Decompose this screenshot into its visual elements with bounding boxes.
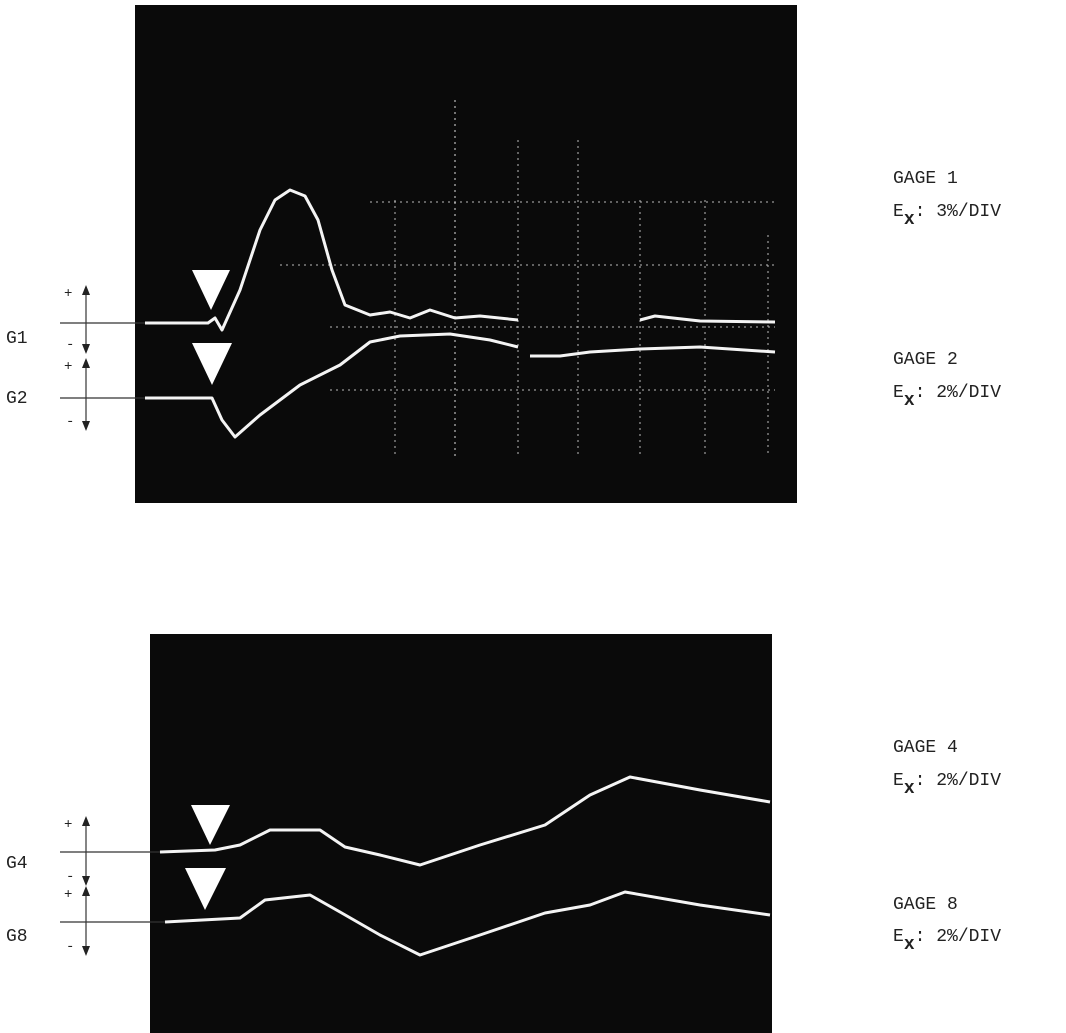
plus-sign: + bbox=[64, 359, 72, 375]
subscript: x bbox=[904, 391, 915, 411]
plus-sign: + bbox=[64, 887, 72, 903]
plus-sign: + bbox=[64, 817, 72, 833]
subscript: x bbox=[904, 935, 915, 955]
marker bbox=[185, 868, 226, 910]
quantity: E bbox=[893, 202, 904, 222]
arrow-head bbox=[82, 816, 90, 826]
gage-scale: Ex: 3%/DIV bbox=[893, 202, 1001, 230]
scale-text: : 3%/DIV bbox=[915, 202, 1002, 222]
arrow-head bbox=[82, 344, 90, 354]
trace bbox=[145, 188, 776, 332]
marker bbox=[192, 270, 230, 310]
gage-title: GAGE 4 bbox=[893, 738, 958, 758]
trace bbox=[145, 332, 776, 439]
minus-sign: - bbox=[66, 414, 74, 430]
gage-tag: G1 bbox=[6, 329, 28, 349]
gage-title: GAGE 8 bbox=[893, 895, 958, 915]
arrow-head bbox=[82, 876, 90, 886]
quantity: E bbox=[893, 771, 904, 791]
marker bbox=[191, 805, 230, 845]
trace bbox=[159, 775, 771, 867]
arrow-head bbox=[82, 421, 90, 431]
scale-text: : 2%/DIV bbox=[915, 771, 1002, 791]
scope-screen bbox=[150, 634, 772, 1033]
quantity: E bbox=[893, 383, 904, 403]
scale-text: : 2%/DIV bbox=[915, 927, 1002, 947]
gage-tag: G8 bbox=[6, 927, 28, 947]
gage-scale: Ex: 2%/DIV bbox=[893, 383, 1001, 411]
arrow-head bbox=[82, 886, 90, 896]
gage-scale: Ex: 2%/DIV bbox=[893, 771, 1001, 799]
subscript: x bbox=[904, 779, 915, 799]
plus-sign: + bbox=[64, 286, 72, 302]
scope-screen bbox=[135, 5, 797, 503]
minus-sign: - bbox=[66, 337, 74, 353]
gage-title: GAGE 1 bbox=[893, 169, 958, 189]
scale-text: : 2%/DIV bbox=[915, 383, 1002, 403]
gage-tag: G2 bbox=[6, 389, 28, 409]
quantity: E bbox=[893, 927, 904, 947]
trace bbox=[164, 890, 771, 957]
gage-title: GAGE 2 bbox=[893, 350, 958, 370]
gage-scale: Ex: 2%/DIV bbox=[893, 927, 1001, 955]
scope-grid bbox=[280, 100, 775, 460]
arrow-head bbox=[82, 946, 90, 956]
minus-sign: - bbox=[66, 939, 74, 955]
minus-sign: - bbox=[66, 869, 74, 885]
gage-tag: G4 bbox=[6, 854, 28, 874]
arrow-head bbox=[82, 358, 90, 368]
arrow-head bbox=[82, 285, 90, 295]
subscript: x bbox=[904, 210, 915, 230]
marker bbox=[192, 343, 232, 385]
